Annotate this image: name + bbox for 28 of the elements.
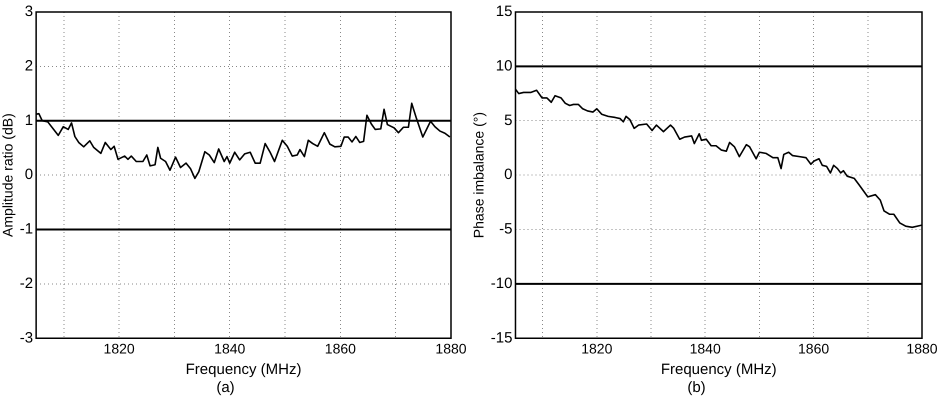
x-tick-label: 1880 <box>435 340 467 356</box>
text: (b) <box>687 379 706 396</box>
x-tick-label: 1880 <box>906 340 938 356</box>
y-tick-label: 2 <box>24 58 34 75</box>
y-tick-label: -1 <box>20 220 34 238</box>
y-tick-label: -15 <box>490 329 512 346</box>
y-tick-label: 15 <box>496 3 512 20</box>
y-tick-label: -3 <box>20 329 34 346</box>
x-tick-label: 1860 <box>324 340 356 356</box>
x-tick-label: 1840 <box>214 340 246 356</box>
y-tick-label: 0 <box>24 166 34 184</box>
y-tick-label: -10 <box>490 274 512 292</box>
x-tick-label: 1820 <box>104 340 135 356</box>
text: (a) <box>216 379 235 396</box>
x-axis-title: Frequency (MHz) <box>186 361 302 378</box>
y-tick-label: 1 <box>24 112 34 129</box>
x-axis-title: Frequency (MHz) <box>660 361 777 378</box>
y-axis-title: Phase imbalance (°) <box>470 112 486 238</box>
x-tick-label: 1820 <box>581 340 613 356</box>
y-axis-title: Amplitude ratio (dB) <box>0 113 16 237</box>
y-tick-label: 0 <box>504 166 512 184</box>
y-tick-label: 3 <box>24 3 34 20</box>
y-tick-label: -2 <box>20 274 34 292</box>
x-tick-label: 1840 <box>690 340 721 356</box>
x-tick-label: 1860 <box>798 340 830 356</box>
y-tick-label: 5 <box>504 112 512 129</box>
y-tick-label: 10 <box>496 58 512 75</box>
y-tick-label: -5 <box>499 220 512 238</box>
